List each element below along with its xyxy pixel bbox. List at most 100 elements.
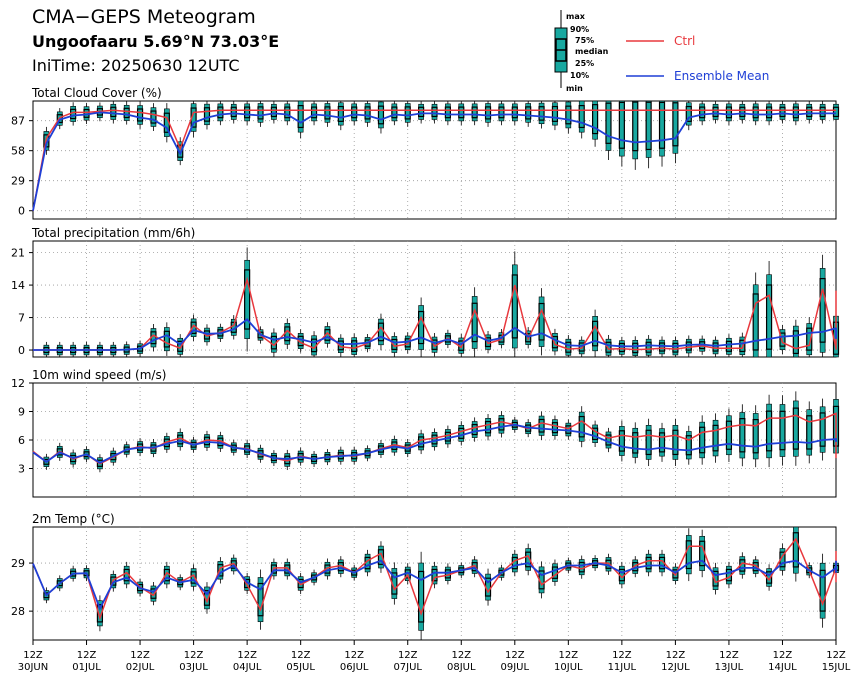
ensemble-box-inner [177, 144, 184, 158]
ensemble-box-inner [498, 106, 505, 119]
ensemble-box-inner [244, 106, 251, 119]
ensemble-box-inner [418, 310, 425, 345]
x-tick-label-hour: 12Z [77, 650, 97, 661]
ensemble-box-inner [431, 568, 438, 582]
ensemble-box-inner [685, 435, 692, 456]
ensemble-box-inner [699, 426, 706, 454]
y-tick-label: 28 [11, 605, 25, 618]
y-tick-label: 29 [11, 175, 25, 188]
ensemble-box-inner [578, 415, 585, 438]
ensemble-box-inner [591, 104, 599, 135]
ensemble-box-inner [832, 106, 840, 118]
x-axis: 12Z30JUN12Z01JUL12Z02JUL12Z03JUL12Z04JUL… [18, 640, 851, 673]
x-tick-label-date: 06JUL [340, 662, 369, 673]
ensemble-box-inner [779, 106, 786, 118]
ensemble-box-inner [177, 340, 184, 352]
x-tick-label-hour: 12Z [291, 650, 311, 661]
x-tick-label-date: 10JUL [554, 662, 583, 673]
ensemble-box-inner [297, 105, 304, 129]
y-tick-label: 7 [18, 312, 25, 325]
ensemble-box-inner [525, 106, 532, 120]
ensemble-box-inner [658, 342, 666, 352]
y-tick-label: 14 [11, 279, 25, 292]
ensemble-box-inner [819, 106, 826, 118]
ensemble-box-inner [672, 102, 679, 147]
ensemble-box-inner [645, 341, 652, 353]
ensemble-box-inner [444, 431, 451, 442]
x-tick-label-date: 02JUL [126, 662, 155, 673]
x-tick-label-hour: 12Z [344, 650, 364, 661]
y-tick-label: 3 [18, 463, 25, 476]
initime-label: IniTime: 20250630 12UTC [32, 56, 240, 75]
ensemble-box-inner [511, 106, 518, 119]
ensemble-box-inner [150, 110, 157, 124]
ensemble-box-inner [203, 107, 211, 122]
ensemble-box-inner [699, 106, 706, 119]
ensemble-box-inner [792, 407, 799, 450]
y-tick-label: 58 [11, 145, 25, 158]
location-label: Ungoofaaru 5.69°N 73.03°E [32, 32, 280, 51]
ensemble-box-inner [658, 432, 666, 453]
panel-0: Total Cloud Cover (%) 0 29 58 87 [11, 86, 840, 220]
ensemble-box-inner [444, 106, 451, 119]
ensemble-box-inner [337, 340, 344, 351]
ensemble-box-inner [458, 106, 465, 119]
ensemble-box-inner [819, 569, 826, 612]
ensemble-box-inner [765, 106, 773, 119]
x-tick-label-date: 08JUL [447, 662, 476, 673]
x-tick-label-date: 01JUL [72, 662, 101, 673]
ensemble-box-inner [765, 284, 773, 350]
ensemble-box-inner [591, 320, 599, 347]
ensemble-box-inner [565, 105, 572, 125]
y-tick-label: 0 [18, 344, 25, 357]
ensemble-box-inner [591, 427, 599, 441]
ensemble-box-inner [672, 342, 679, 353]
legend: max 90% 75% median 25% 10% min Ctrl Ense… [554, 10, 769, 93]
ensemble-box-inner [752, 418, 759, 454]
x-tick-label-date: 03JUL [179, 662, 208, 673]
ensemble-box-inner [244, 269, 251, 330]
ensemble-box-inner [565, 341, 572, 353]
legend-mean-label: Ensemble Mean [674, 69, 769, 83]
x-tick-label-date: 15JUL [822, 662, 851, 673]
x-tick-label-date: 07JUL [393, 662, 422, 673]
ensemble-box-inner [484, 106, 492, 120]
x-tick-label-date: 14JUL [768, 662, 797, 673]
legend-ctrl-label: Ctrl [674, 34, 695, 48]
ensemble-box-inner [752, 106, 759, 119]
ensemble-box-inner [658, 101, 666, 149]
ctrl-series-line [32, 109, 836, 211]
meteogram-header: CMA−GEPS Meteogram Ungoofaaru 5.69°N 73.… [0, 0, 859, 90]
ensemble-box-inner [458, 427, 465, 439]
panel-2: 10m wind speed (m/s) 3 6 9 12 [11, 368, 840, 498]
ensemble-box-inner [725, 420, 733, 450]
ensemble-box-inner [284, 326, 291, 342]
ensemble-box-inner [217, 564, 224, 577]
ensemble-box-inner [404, 106, 411, 120]
ensemble-box-inner [351, 340, 358, 352]
ensemble-box-inner [632, 342, 639, 354]
ensemble-box-inner [324, 106, 331, 120]
x-tick-label-hour: 12Z [451, 650, 471, 661]
ensemble-box-inner [632, 101, 639, 152]
x-tick-label-date: 30JUN [18, 662, 48, 673]
x-tick-label-hour: 12Z [505, 650, 525, 661]
legend-box-label: 25% [575, 59, 594, 68]
panel-frame [32, 526, 837, 641]
panel-1: Total precipitation (mm/6h) 0 7 14 21 [11, 226, 840, 358]
ensemble-box-inner [136, 108, 144, 122]
x-tick-label-date: 09JUL [501, 662, 530, 673]
y-tick-label: 9 [18, 406, 25, 419]
ensemble-box-inner [739, 106, 746, 118]
ensemble-mean-line [33, 318, 837, 351]
ensemble-box-inner [819, 277, 826, 343]
ensemble-box-inner [578, 105, 585, 129]
x-tick-label-hour: 12Z [237, 650, 257, 661]
ensemble-box-inner [525, 551, 532, 568]
x-tick-label-date: 11JUL [608, 662, 637, 673]
ensemble-box-inner [471, 106, 478, 119]
ensemble-box-inner [618, 101, 625, 149]
ensemble-box-inner [538, 302, 545, 341]
y-tick-label: 6 [18, 434, 25, 447]
